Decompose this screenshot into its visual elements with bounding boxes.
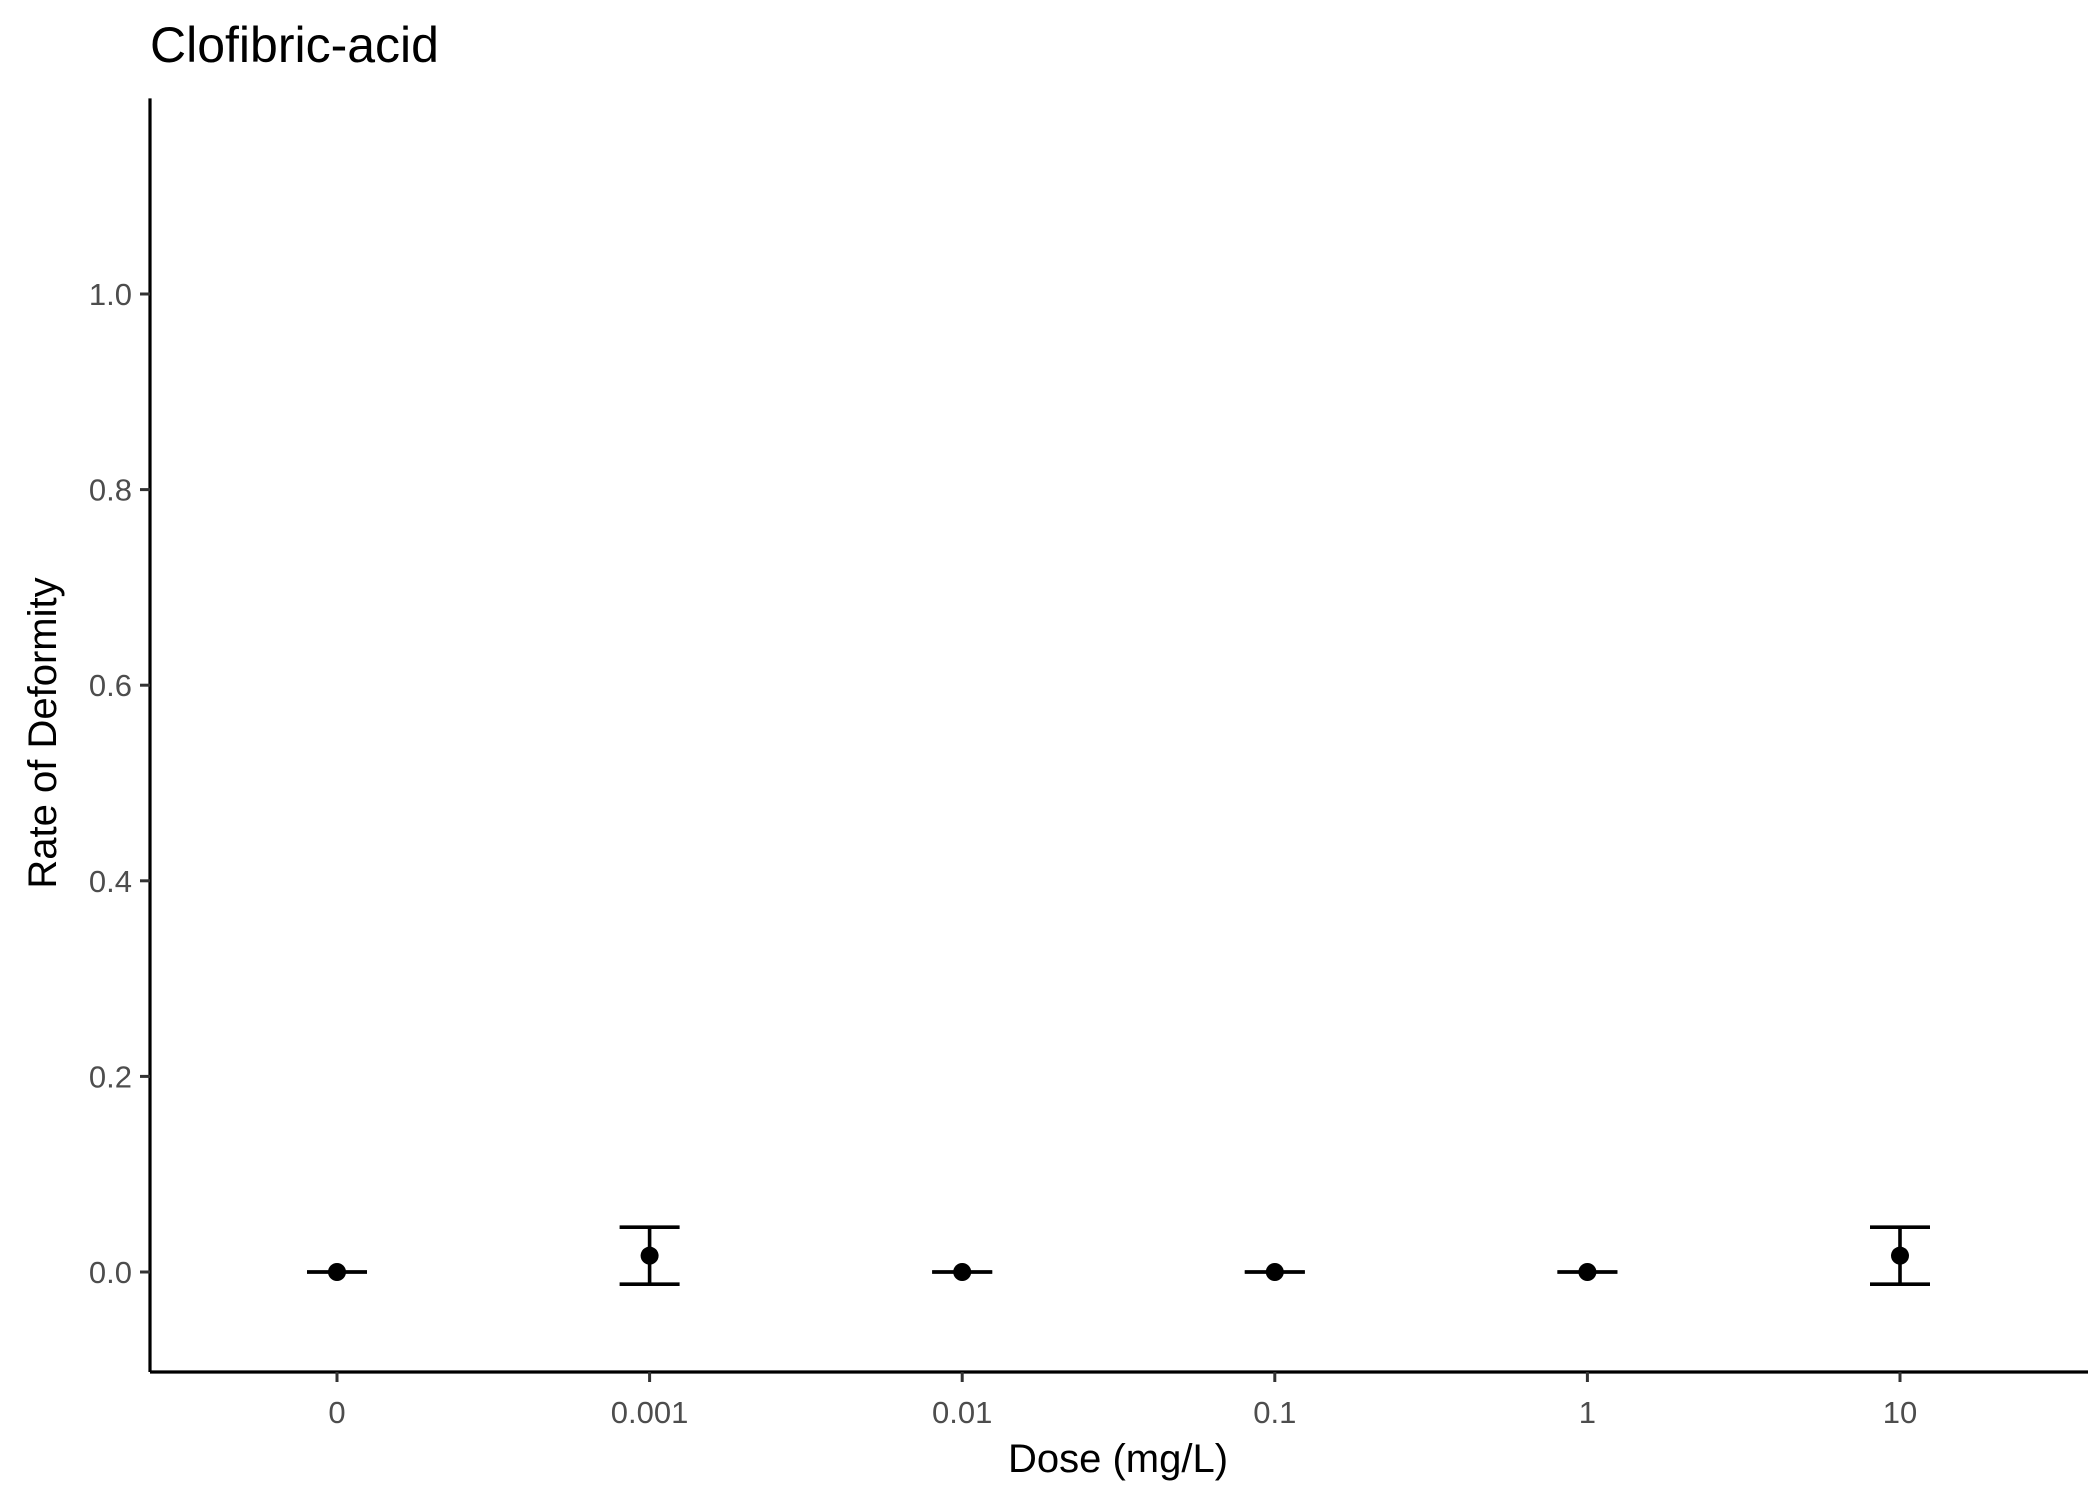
x-tick-label: 0 [328,1395,345,1430]
data-point [953,1263,972,1281]
data-point [328,1263,346,1281]
data-point [1891,1246,1909,1265]
y-axis: 0.0 0.2 0.4 0.6 0.8 1.0 [89,98,152,1372]
y-tick-label: 0.6 [89,668,132,703]
x-tick-label: 0.1 [1253,1395,1296,1430]
data-point [1265,1263,1284,1281]
y-tick-label: 0.4 [89,864,132,899]
chart-title: Clofibric-acid [150,17,439,73]
x-axis-title: Dose (mg/L) [1008,1437,1228,1481]
x-tick-label: 0.001 [611,1395,689,1430]
y-tick-label: 0.2 [89,1059,132,1094]
x-tick-label: 0.01 [932,1395,992,1430]
y-axis-title: Rate of Deformity [21,577,65,888]
data-point [1578,1263,1597,1281]
x-axis: 0 0.001 0.01 0.1 1 10 [150,1370,2088,1430]
data-marks [307,1225,1930,1287]
x-tick-label: 10 [1883,1395,1917,1430]
data-point [640,1246,659,1265]
y-tick-label: 1.0 [89,277,132,312]
y-tick-label: 0.0 [89,1255,132,1290]
y-tick-label: 0.8 [89,473,132,508]
x-tick-label: 1 [1579,1395,1596,1430]
